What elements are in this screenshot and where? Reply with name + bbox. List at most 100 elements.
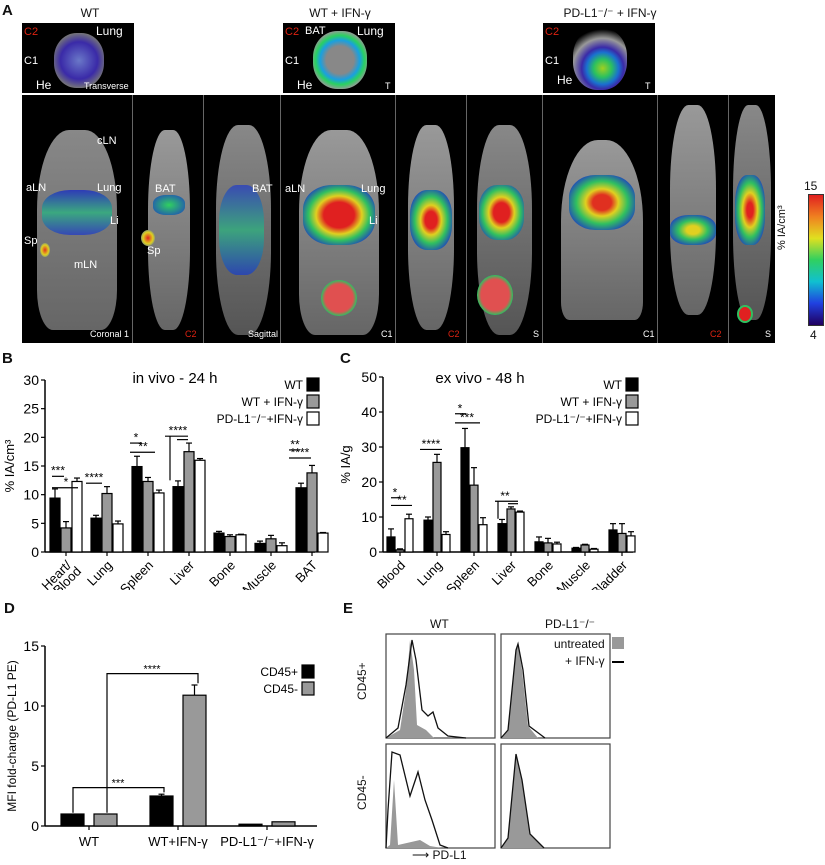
ct-label: C1: [381, 329, 393, 339]
ct-label: cLN: [97, 135, 117, 147]
chart-title: in vivo - 24 h: [132, 370, 217, 387]
group-title-wt: WT: [80, 6, 100, 20]
bar: [101, 492, 113, 553]
bar: [317, 532, 329, 553]
bar: [423, 519, 433, 553]
ct-label: C2: [24, 26, 39, 38]
histogram-untreated: [386, 780, 442, 848]
bar: [213, 532, 225, 553]
y-tick-label: 0: [31, 544, 39, 560]
bar: [552, 543, 562, 553]
ct-label: Coronal 1: [90, 329, 130, 339]
y-axis-label: MFI fold-change (PD-L1 PE): [5, 660, 19, 811]
ct-label: S: [765, 329, 772, 339]
e-legend-ifn: + IFN-γ: [565, 654, 605, 668]
ct-label: Lung: [97, 182, 122, 194]
ct-label: mLN: [74, 259, 98, 271]
histogram-ifn: [500, 641, 546, 739]
histogram-box: [385, 743, 496, 849]
ct-label: C2: [710, 329, 722, 339]
bar: [60, 813, 85, 827]
legend-label: CD45-: [263, 682, 298, 696]
x-tick-label: Liver: [489, 557, 520, 588]
e-col-ko: PD-L1⁻/⁻: [545, 617, 596, 631]
bar: [60, 527, 72, 553]
bar: [395, 549, 405, 553]
significance-label: **: [138, 440, 148, 454]
bar: [149, 795, 174, 827]
legend-swatch: [306, 411, 320, 426]
bar: [265, 538, 277, 553]
significance-label: **: [500, 489, 510, 503]
e-legend-untreated: untreated: [554, 637, 605, 651]
bar: [194, 459, 206, 553]
x-tick-label: Blood: [374, 558, 408, 590]
ct-wtifn-c2: C2: [396, 95, 467, 343]
ct-label: BAT: [155, 183, 176, 195]
ct-label: C1: [545, 55, 560, 67]
chart-d-mfi: 0 5 10 15 MFI fold-change (PD-L1 PE) WT WT+IFN…: [5, 638, 317, 849]
panel-a-letter: A: [2, 2, 13, 19]
e-xlabel: ⟶ PD-L1: [412, 848, 467, 862]
e-row-neg: CD45-: [355, 775, 369, 810]
legend-swatch: [625, 411, 639, 426]
histogram-ifn: [500, 753, 545, 849]
legend-label: PD-L1⁻/⁻+IFN-γ: [536, 412, 622, 426]
ct-wtifn-coronal: aLN Lung Li C1: [281, 95, 396, 343]
colorbar-label: % IA/cm³: [776, 205, 788, 250]
histogram-ifn: [385, 639, 467, 739]
y-tick-label: 10: [361, 509, 377, 525]
y-tick-label: 5: [31, 515, 39, 531]
histogram-untreated: [386, 640, 434, 738]
ct-label: C1: [285, 55, 300, 67]
e-row-pos: CD45+: [355, 662, 369, 700]
bar: [172, 486, 184, 553]
bar: [295, 487, 307, 553]
ct-transverse-wt-ifn: C2 C1 BAT Lung He T: [283, 23, 395, 93]
bar: [580, 544, 590, 553]
y-tick-label: 10: [23, 487, 39, 503]
bar: [432, 461, 442, 553]
significance-label: *: [64, 475, 69, 489]
chart-title: ex vivo - 48 h: [435, 370, 524, 387]
significance-label: ****: [291, 445, 310, 459]
x-tick-label: Lung: [84, 558, 115, 589]
ct-label: Sagittal: [248, 329, 279, 339]
bar: [235, 534, 247, 553]
y-tick-label: 5: [31, 758, 39, 774]
e-col-wt: WT: [430, 617, 449, 631]
ct-label: He: [557, 73, 573, 87]
arrow-right-icon: ⟶: [412, 848, 430, 862]
y-tick-label: 20: [361, 474, 377, 490]
legend-label: WT + IFN-γ: [561, 395, 622, 409]
y-axis-label: % IA/g: [340, 445, 353, 483]
bar: [306, 472, 318, 553]
significance-label: ***: [51, 464, 65, 478]
legend-swatch: [301, 664, 315, 679]
legend-label: WT: [603, 378, 622, 392]
panel-b-letter: B: [2, 350, 13, 367]
significance-label: *: [134, 430, 139, 444]
y-tick-label: 30: [23, 372, 39, 388]
significance-label: ****: [85, 471, 104, 485]
ct-label: Sp: [24, 235, 38, 247]
ct-label: C2: [545, 26, 560, 38]
bar: [386, 536, 396, 553]
ct-label: aLN: [285, 183, 306, 195]
bar: [153, 492, 165, 553]
significance-label: *: [458, 401, 463, 415]
bar: [478, 524, 488, 553]
ct-label: Li: [369, 215, 378, 227]
panel-e-letter: E: [343, 600, 354, 617]
legend-swatch: [625, 377, 639, 392]
panel-d-letter: D: [4, 600, 15, 617]
x-tick-label: Spleen: [117, 558, 156, 590]
significance-label: **: [290, 437, 300, 451]
ct-label: BAT: [305, 25, 326, 37]
legend-label: CD45+: [260, 665, 298, 679]
bar: [271, 821, 296, 827]
bar: [182, 694, 207, 827]
bar: [49, 497, 61, 553]
ct-label: S: [533, 329, 540, 339]
